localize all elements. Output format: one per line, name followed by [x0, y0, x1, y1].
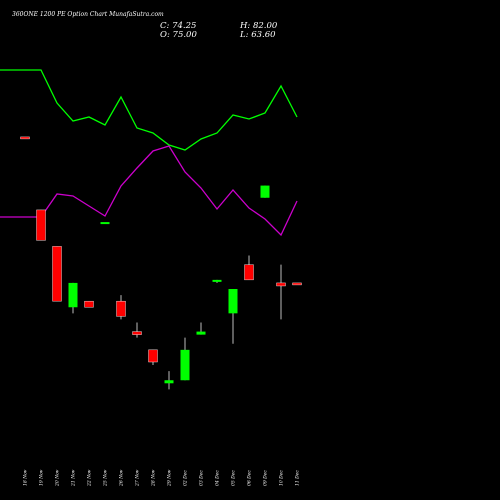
candle-body — [84, 300, 94, 308]
candle — [292, 282, 302, 286]
candle — [20, 136, 30, 140]
overlay-line-2 — [0, 145, 298, 237]
x-tick-label: 03 Dec — [199, 470, 205, 486]
candle — [244, 255, 254, 281]
candle — [180, 337, 190, 381]
candle-body — [52, 246, 62, 302]
candle — [116, 295, 126, 320]
x-tick-label: 22 Nov — [87, 469, 93, 487]
candle-body — [20, 136, 30, 140]
candles — [20, 136, 302, 390]
x-tick-label: 04 Dec — [215, 470, 221, 486]
x-tick-label: 06 Dec — [247, 470, 253, 486]
candle-body — [132, 331, 142, 335]
x-axis: 18 Nov 19 Nov 20 Nov 21 Nov 22 Nov 25 Nov 26 N… — [23, 469, 301, 487]
x-tick-label: 21 Nov — [71, 469, 77, 487]
candle-body — [276, 282, 286, 287]
candle-body — [148, 349, 158, 363]
x-tick-label: 02 Dec — [183, 470, 189, 486]
x-tick-label: 25 Nov — [103, 469, 109, 487]
x-tick-label: 28 Nov — [151, 469, 157, 487]
candle — [36, 209, 46, 241]
candle — [276, 264, 286, 320]
candle-body — [164, 380, 174, 384]
open-value: O: 75.00 — [160, 30, 197, 40]
candle-body — [36, 209, 46, 241]
candle-body — [196, 331, 206, 335]
candle-body — [260, 185, 270, 198]
overlay-lines — [0, 69, 298, 237]
candle — [228, 289, 238, 344]
candle-body — [228, 289, 238, 314]
x-tick-label: 27 Nov — [135, 469, 141, 487]
high-value: H: 82.00 — [239, 21, 278, 31]
overlay-line-1 — [0, 69, 298, 151]
x-tick-label: 29 Nov — [167, 469, 173, 487]
candle — [196, 322, 206, 335]
x-tick-label: 18 Nov — [23, 469, 29, 486]
x-tick-label: 19 Nov — [39, 469, 45, 486]
candle-body — [68, 282, 78, 308]
candle — [212, 279, 222, 283]
candle-body — [116, 300, 126, 317]
candle — [52, 246, 62, 302]
candle — [148, 349, 158, 366]
x-tick-label: 10 Dec — [279, 470, 285, 486]
close-value: C: 74.25 — [160, 21, 196, 31]
candle-body — [244, 264, 254, 281]
candle — [100, 222, 110, 225]
x-tick-label: 09 Dec — [263, 470, 269, 486]
x-tick-label: 11 Dec — [295, 470, 301, 486]
candle-body — [292, 282, 302, 286]
candle — [68, 282, 78, 314]
candle-body — [212, 279, 222, 282]
candle — [84, 300, 94, 308]
low-value: L: 63.60 — [239, 30, 276, 40]
x-tick-label: 20 Nov — [55, 469, 61, 487]
x-tick-label: 05 Dec — [231, 470, 237, 486]
candle-body — [180, 349, 190, 381]
candle — [260, 185, 270, 198]
chart-title: 360ONE 1200 PE Option Chart MunafaSutra.… — [12, 11, 164, 18]
candle — [164, 371, 174, 390]
candle — [132, 322, 142, 338]
x-tick-label: 26 Nov — [119, 469, 125, 487]
candle-body — [100, 222, 110, 225]
